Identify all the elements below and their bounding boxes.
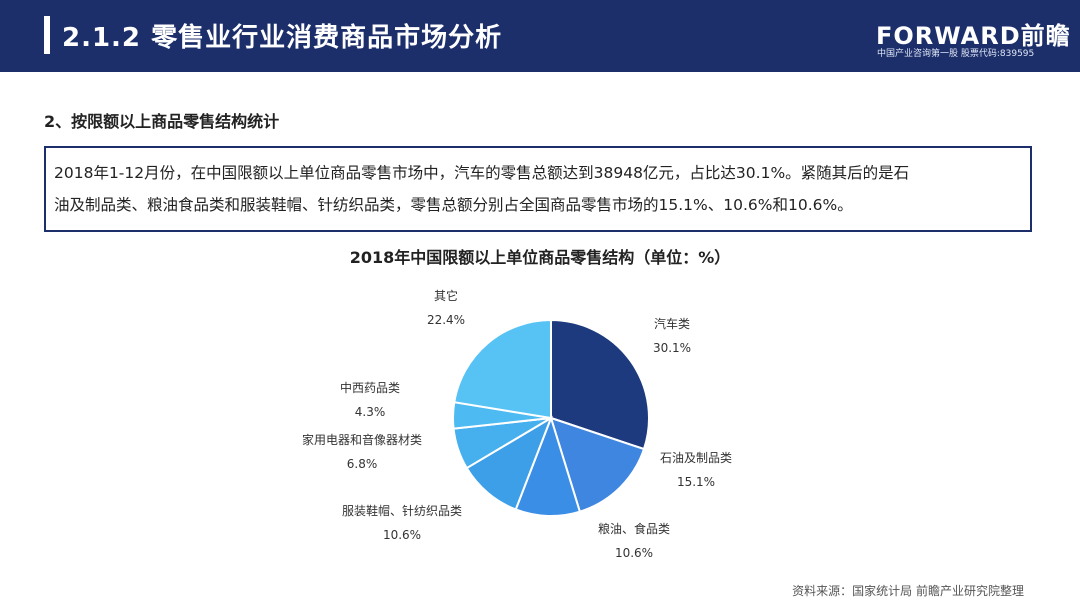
slice-value-label: 30.1% (653, 341, 691, 355)
slice-value-label: 10.6% (383, 528, 421, 542)
chart-title: 2018年中国限额以上单位商品零售结构（单位：%） (349, 248, 731, 267)
section-title: 2、按限额以上商品零售结构统计 (44, 112, 280, 131)
brand-logo: FORWARD前瞻 (876, 22, 1071, 50)
slice-label: 家用电器和音像器材类 (302, 432, 422, 447)
summary-box: 2018年1-12月份，在中国限额以上单位商品零售市场中，汽车的零售总额达到38… (44, 146, 1032, 232)
slice-label: 其它 (434, 288, 458, 303)
source-note: 资料来源：国家统计局 前瞻产业研究院整理 (792, 584, 1024, 598)
summary-line-2: 油及制品类、粮油食品类和服装鞋帽、针纺织品类，零售总额分别占全国商品零售市场的1… (54, 196, 853, 214)
slice-label: 石油及制品类 (660, 451, 732, 465)
brand-tagline: 中国产业咨询第一股 股票代码:839595 (877, 49, 1035, 59)
slice-label: 中西药品类 (340, 380, 400, 395)
slice-label: 汽车类 (654, 316, 690, 331)
summary-line-1: 2018年1-12月份，在中国限额以上单位商品零售市场中，汽车的零售总额达到38… (54, 164, 910, 182)
slice-value-label: 6.8% (347, 457, 378, 471)
page-title: 2.1.2 零售业行业消费商品市场分析 (62, 23, 503, 53)
pie-slice (549, 416, 646, 513)
slice-value-label: 4.3% (355, 405, 386, 419)
slice-value-label: 15.1% (677, 475, 715, 489)
slice-value-label: 22.4% (427, 313, 465, 327)
header-bar: 2.1.2 零售业行业消费商品市场分析 FORWARD前瞻 中国产业咨询第一股 … (0, 0, 1080, 72)
slice-label: 粮油、食品类 (598, 521, 670, 536)
slice-value-label: 10.6% (615, 546, 653, 560)
pie-slice (453, 318, 552, 420)
slice-label: 服装鞋帽、针纺织品类 (342, 503, 462, 518)
header-accent-bar (44, 16, 50, 54)
pie-slice (550, 318, 650, 451)
